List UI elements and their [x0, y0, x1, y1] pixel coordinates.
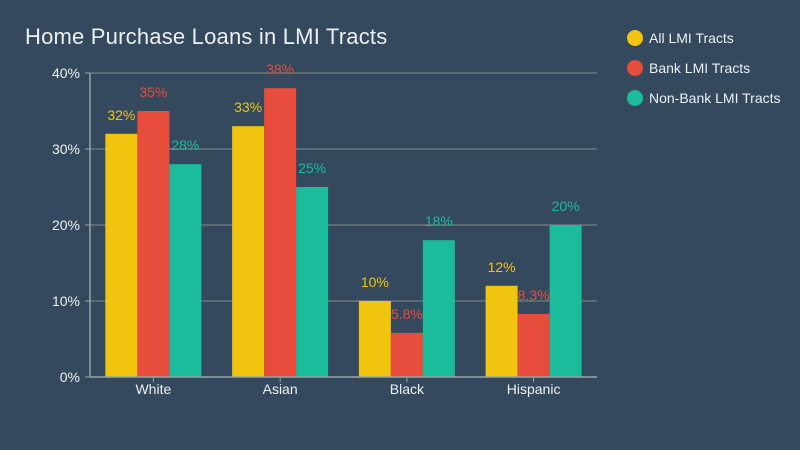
bar [169, 164, 202, 377]
bar [422, 240, 455, 377]
data-label: 12% [488, 259, 516, 275]
bar [390, 332, 423, 377]
bar [485, 285, 518, 377]
data-label: 32% [107, 107, 135, 123]
bar [358, 301, 391, 377]
legend-label-nonbank-lmi: Non-Bank LMI Tracts [649, 90, 781, 106]
bar [105, 133, 138, 377]
bar [137, 111, 170, 377]
data-label: 20% [552, 198, 580, 214]
y-tick-label: 30% [52, 141, 80, 157]
y-tick-label: 40% [52, 65, 80, 81]
bar [264, 88, 297, 377]
bar [517, 313, 550, 377]
x-tick-label: White [135, 381, 171, 397]
data-label: 25% [298, 160, 326, 176]
data-label: 18% [425, 213, 453, 229]
legend-label-all-lmi: All LMI Tracts [649, 30, 734, 46]
chart-legend: All LMI Tracts Bank LMI Tracts Non-Bank … [627, 23, 781, 113]
data-label: 5.8% [391, 306, 423, 322]
data-label: 33% [234, 99, 262, 115]
bar [232, 126, 265, 377]
data-label: 28% [171, 137, 199, 153]
data-label: 8.3% [518, 287, 550, 303]
data-label: 38% [266, 61, 294, 77]
legend-swatch-all-lmi [627, 30, 643, 46]
data-label: 10% [361, 274, 389, 290]
legend-item-all-lmi[interactable]: All LMI Tracts [627, 23, 781, 53]
y-tick-label: 10% [52, 293, 80, 309]
legend-swatch-bank-lmi [627, 60, 643, 76]
chart-title: Home Purchase Loans in LMI Tracts [25, 24, 388, 49]
y-tick-label: 0% [60, 369, 80, 385]
legend-item-bank-lmi[interactable]: Bank LMI Tracts [627, 53, 781, 83]
x-tick-label: Hispanic [507, 381, 561, 397]
legend-item-nonbank-lmi[interactable]: Non-Bank LMI Tracts [627, 83, 781, 113]
bar [549, 225, 582, 377]
legend-label-bank-lmi: Bank LMI Tracts [649, 60, 751, 76]
bar [296, 187, 329, 377]
x-tick-label: Black [390, 381, 425, 397]
legend-swatch-nonbank-lmi [627, 90, 643, 106]
y-tick-label: 20% [52, 217, 80, 233]
data-label: 35% [139, 84, 167, 100]
x-tick-label: Asian [263, 381, 298, 397]
